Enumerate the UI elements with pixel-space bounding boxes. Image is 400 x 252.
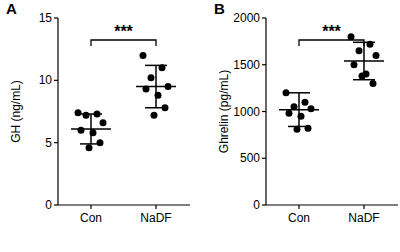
data-point [151, 112, 158, 119]
significance-label: *** [322, 23, 341, 40]
data-point [373, 52, 380, 59]
data-point [78, 127, 85, 134]
y-tick-label: 0 [45, 198, 52, 212]
y-tick-label: 5 [45, 136, 52, 150]
x-tick [155, 205, 156, 209]
y-tick [262, 111, 266, 112]
data-point [302, 99, 309, 106]
x-tick-label: Con [288, 211, 310, 225]
y-tick [262, 17, 266, 18]
significance-bracket [299, 40, 364, 46]
y-tick-label: 1000 [233, 105, 260, 119]
figure: A GH (ng/mL) 0 5 10 15 Con NaDF *** B Ghrelin (pg/… [0, 0, 400, 252]
error-cap [145, 65, 167, 67]
error-cap [145, 107, 167, 109]
y-tick-label: 1500 [233, 58, 260, 72]
data-point [148, 74, 155, 81]
y-tick [54, 17, 58, 18]
y-tick-label: 0 [253, 198, 260, 212]
error-stem [90, 114, 92, 144]
x-tick [90, 205, 91, 209]
y-tick-label: 15 [39, 11, 53, 25]
error-stem [155, 65, 157, 107]
data-point [286, 110, 293, 117]
y-tick [262, 204, 266, 205]
error-cap [353, 79, 375, 81]
y-tick [262, 64, 266, 65]
y-tick [54, 142, 58, 143]
error-cap [288, 126, 310, 128]
panel-label: B [214, 0, 225, 17]
data-point [308, 105, 315, 112]
marks [279, 33, 384, 133]
data-point [100, 119, 107, 126]
error-cap [80, 143, 102, 145]
y-axis [57, 18, 58, 205]
data-point [348, 33, 355, 40]
x-tick [363, 205, 364, 209]
panel: B Ghrelin (pg/mL) 0 500 1000 1500 2000 Con NaDF *… [214, 0, 398, 225]
data-point [83, 112, 90, 119]
significance-label: *** [114, 23, 133, 40]
data-point [370, 80, 377, 87]
data-point [86, 144, 93, 151]
data-point [140, 52, 147, 59]
x-tick [298, 205, 299, 209]
data-point [351, 61, 358, 68]
error-stem [298, 93, 300, 127]
y-tick-label: 500 [240, 151, 260, 165]
error-bar [145, 65, 167, 107]
error-bar [353, 42, 375, 79]
error-stem [363, 42, 365, 79]
error-bar [80, 114, 102, 144]
x-tick-label: Con [80, 211, 102, 225]
y-tick-label: 2000 [233, 11, 260, 25]
error-bar [288, 93, 310, 127]
data-point [75, 109, 82, 116]
data-point [97, 139, 104, 146]
panel-label: A [6, 0, 17, 17]
x-axis [266, 204, 398, 205]
data-point [356, 47, 363, 54]
significance-bracket [91, 40, 156, 46]
error-cap [80, 113, 102, 115]
panel: A GH (ng/mL) 0 5 10 15 Con NaDF *** [6, 0, 190, 225]
error-cap [288, 92, 310, 94]
y-tick [262, 158, 266, 159]
y-tick-label: 10 [39, 73, 53, 87]
y-tick [54, 204, 58, 205]
x-tick-label: NaDF [140, 211, 171, 225]
axis-label: Ghrelin (pg/mL) [217, 70, 231, 153]
marks [71, 52, 176, 151]
y-tick [54, 80, 58, 81]
axis-label: GH (ng/mL) [9, 80, 23, 143]
x-tick-label: NaDF [348, 211, 379, 225]
x-axis [58, 204, 190, 205]
